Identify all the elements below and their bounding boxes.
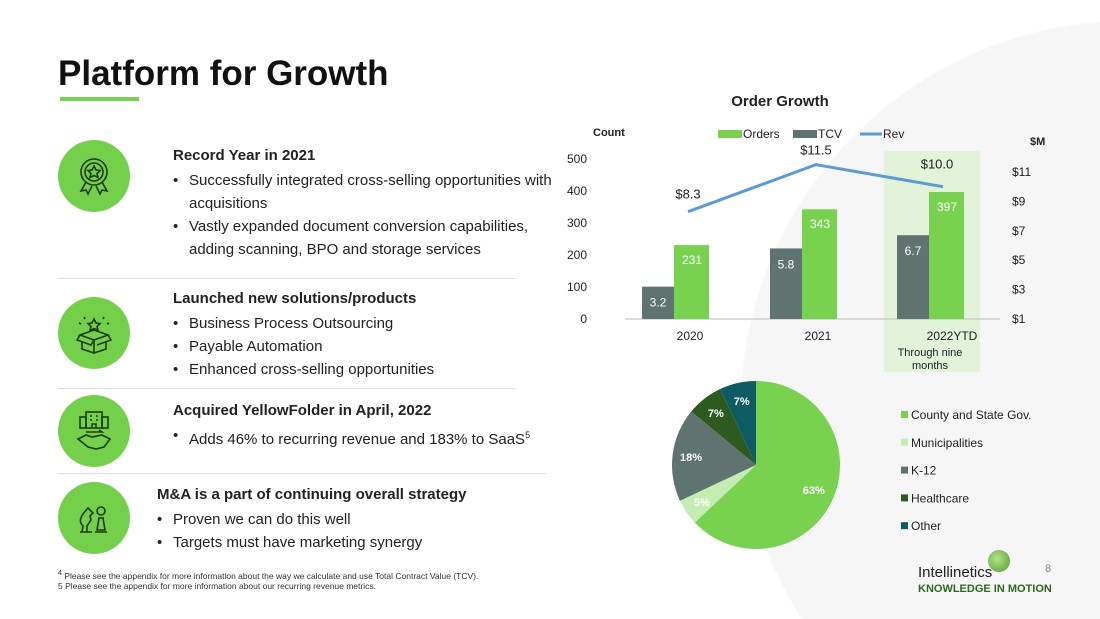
y2-axis-label: $M xyxy=(1030,136,1045,148)
bar-orders xyxy=(802,209,837,319)
section-heading: M&A is a part of continuing overall stra… xyxy=(157,486,467,503)
logo-tagline: KNOWLEDGE IN MOTION xyxy=(918,583,1052,595)
pie-slice xyxy=(672,411,756,501)
bar-orders xyxy=(674,245,709,319)
section-heading: Record Year in 2021 xyxy=(173,147,316,164)
pie-legend-swatch xyxy=(901,466,908,474)
pie-legend-swatch xyxy=(901,438,908,446)
x-tick-label: 2022YTD xyxy=(927,329,978,343)
y2-tick-label: $3 xyxy=(1012,283,1026,297)
pie-legend-swatch xyxy=(901,522,908,530)
bullet: Business Process Outsourcing xyxy=(173,312,563,335)
section-new-solutions: Launched new solutions/products Business… xyxy=(173,287,563,381)
legend-label-rev: Rev xyxy=(883,127,904,141)
pie-slice xyxy=(694,381,840,549)
logo-globe-icon xyxy=(988,550,1010,572)
bar-orders xyxy=(929,191,964,319)
x-tick-label: 2020 xyxy=(677,329,704,343)
footnote: 4 Please see the appendix for more infor… xyxy=(58,569,479,581)
legend-label-orders: Orders xyxy=(743,127,780,141)
bullet: Adds 46% to recurring revenue and 183% t… xyxy=(173,424,593,451)
section-strategy: M&A is a part of continuing overall stra… xyxy=(157,483,557,554)
bullet: Vastly expanded document conversion capa… xyxy=(173,215,563,261)
line-label-rev: $11.5 xyxy=(800,143,832,158)
chess-pieces-icon xyxy=(58,482,130,554)
bullet: Targets must have marketing synergy xyxy=(157,531,557,554)
category-note: months xyxy=(912,360,949,372)
pie-legend-label: Other xyxy=(911,519,941,533)
bar-label-tcv: 3.2 xyxy=(650,296,667,310)
divider xyxy=(58,278,516,279)
bullet: Payable Automation xyxy=(173,335,563,358)
category-note: Through nine xyxy=(898,347,963,359)
pie-slice xyxy=(679,465,756,523)
pie-slice xyxy=(691,388,756,465)
pie-label: 7% xyxy=(708,408,724,420)
bar-label-tcv: 5.8 xyxy=(778,257,795,271)
pie-label: 18% xyxy=(680,452,702,464)
bar-tcv xyxy=(770,248,802,319)
page-title: Platform for Growth xyxy=(58,54,389,93)
bar-tcv xyxy=(897,235,929,319)
bar-label-orders: 343 xyxy=(810,217,830,231)
divider xyxy=(58,388,516,389)
chart-title: Order Growth xyxy=(731,93,829,110)
bullet: Enhanced cross-selling opportunities xyxy=(173,358,563,381)
pie-legend-swatch xyxy=(901,494,908,502)
open-box-star-icon xyxy=(58,297,130,369)
award-ribbon-icon xyxy=(58,140,130,212)
line-label-rev: $8.3 xyxy=(675,187,700,202)
legend-label-tcv: TCV xyxy=(818,127,842,141)
logo-name: Intellinetics xyxy=(918,564,993,581)
bar-tcv xyxy=(642,286,674,319)
divider xyxy=(58,473,546,474)
y-tick-label: 300 xyxy=(567,216,587,230)
page-number: 8 xyxy=(1045,563,1052,575)
y-tick-label: 400 xyxy=(567,184,587,198)
y2-tick-label: $7 xyxy=(1012,224,1026,238)
section-acquisition: Acquired YellowFolder in April, 2022 Add… xyxy=(173,399,593,451)
x-tick-label: 2021 xyxy=(805,329,832,343)
title-underline xyxy=(60,97,139,101)
bullet: Successfully integrated cross-selling op… xyxy=(173,169,563,215)
y2-tick-label: $11 xyxy=(1012,165,1031,179)
bar-label-tcv: 6.7 xyxy=(905,244,922,258)
pie-legend-label: Healthcare xyxy=(911,491,969,505)
pie-slice xyxy=(720,381,756,465)
pie-label: 63% xyxy=(803,485,825,497)
pie-legend-swatch xyxy=(901,411,908,418)
pie-legend-label: K-12 xyxy=(911,464,937,478)
bar-label-orders: 231 xyxy=(682,253,702,267)
line-label-rev: $10.0 xyxy=(921,157,954,172)
pie-label: 5% xyxy=(694,497,710,509)
footnote: 5 Please see the appendix for more infor… xyxy=(58,581,376,591)
footnote-ref: 5 xyxy=(525,430,531,440)
pie-legend-label: County and State Gov. xyxy=(911,408,1032,422)
pie-label: 7% xyxy=(734,396,750,408)
y2-tick-label: $1 xyxy=(1012,312,1026,326)
y-tick-label: 200 xyxy=(567,248,587,262)
pie-legend-label: Municipalities xyxy=(911,436,983,450)
y2-tick-label: $9 xyxy=(1012,194,1026,208)
bullet: Proven we can do this well xyxy=(157,508,557,531)
y2-tick-label: $5 xyxy=(1012,253,1026,267)
y-tick-label: 0 xyxy=(580,312,587,326)
bar-label-orders: 397 xyxy=(937,200,957,214)
section-heading: Acquired YellowFolder in April, 2022 xyxy=(173,402,432,419)
y-tick-label: 100 xyxy=(567,280,587,294)
y-axis-label: Count xyxy=(593,127,625,139)
section-heading: Launched new solutions/products xyxy=(173,290,417,307)
section-record-year: Record Year in 2021 Successfully integra… xyxy=(173,144,563,261)
y-tick-label: 500 xyxy=(567,152,587,166)
line-rev xyxy=(687,163,944,214)
building-handshake-icon xyxy=(58,395,130,467)
legend-swatch-orders xyxy=(718,130,742,138)
legend-swatch-tcv xyxy=(793,130,817,138)
